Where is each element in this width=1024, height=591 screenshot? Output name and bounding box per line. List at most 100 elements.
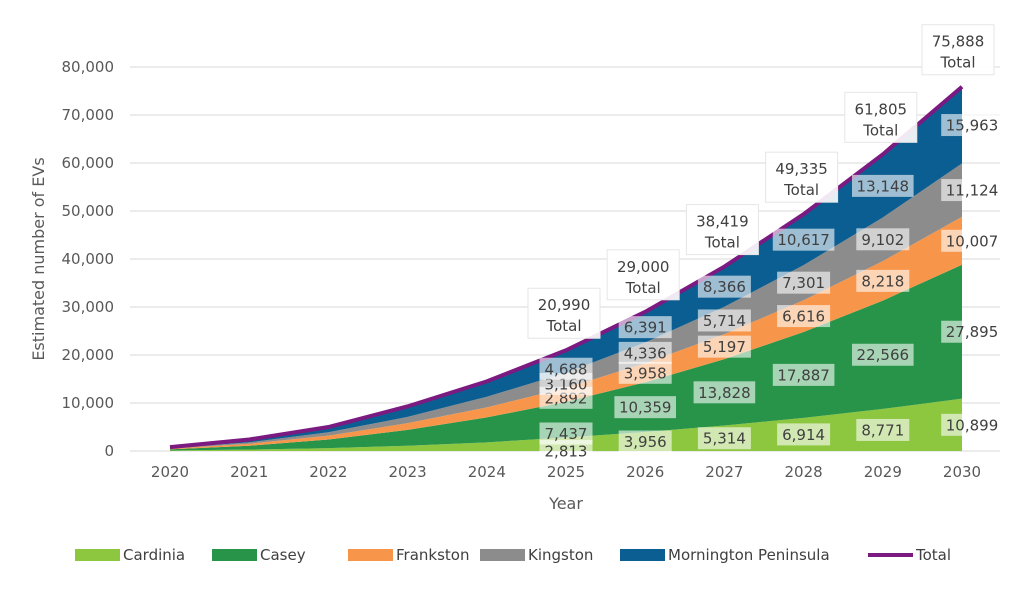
total-label-box — [606, 249, 680, 301]
data-label-box — [856, 228, 910, 251]
y-tick-label: 0 — [104, 442, 114, 460]
data-label-box — [772, 363, 835, 386]
total-label-box — [921, 24, 995, 76]
y-axis-title: Estimated number of EVs — [29, 157, 48, 360]
data-label-box — [856, 418, 910, 441]
x-tick-label: 2025 — [547, 463, 585, 481]
y-tick-label: 20,000 — [62, 346, 115, 364]
data-label: 10,617 — [777, 231, 830, 249]
data-label-box — [539, 357, 593, 380]
x-tick-label: 2022 — [309, 463, 347, 481]
data-label: 5,314 — [703, 430, 746, 448]
legend-label: Mornington Peninsula — [668, 546, 830, 564]
data-label: 3,160 — [545, 375, 588, 393]
y-tick-label: 10,000 — [62, 394, 115, 412]
x-tick-label: 2027 — [705, 463, 743, 481]
data-label: 8,366 — [703, 278, 746, 296]
legend-swatch — [480, 549, 525, 561]
legend-label: Casey — [260, 546, 306, 564]
data-label: 22,566 — [857, 346, 910, 364]
data-label-box — [777, 305, 831, 328]
data-label-box — [618, 430, 672, 453]
total-label-value: 49,335 — [775, 160, 828, 178]
data-label: 8,218 — [861, 272, 904, 290]
x-axis-title: Year — [548, 494, 583, 513]
data-label: 13,828 — [698, 384, 751, 402]
data-label-box — [772, 228, 835, 251]
y-tick-label: 70,000 — [62, 106, 115, 124]
data-label: 7,437 — [545, 425, 588, 443]
data-label-box — [697, 427, 751, 450]
data-label: 3,956 — [624, 433, 667, 451]
legend-item-total: Total — [868, 546, 951, 564]
data-label: 8,771 — [861, 421, 904, 439]
data-label: 5,714 — [703, 312, 746, 330]
data-label: 6,914 — [782, 426, 825, 444]
data-label-box — [697, 275, 751, 298]
total-label-value: 75,888 — [932, 33, 985, 51]
data-label-box — [693, 381, 756, 404]
data-label: 15,963 — [946, 117, 999, 135]
legend-swatch — [212, 549, 257, 561]
area-cardinia — [170, 398, 962, 451]
data-label-box — [852, 174, 914, 197]
total-label-value: 61,805 — [855, 100, 908, 118]
y-tick-label: 40,000 — [62, 250, 115, 268]
y-tick-label: 60,000 — [62, 154, 115, 172]
y-tick-label: 30,000 — [62, 298, 115, 316]
legend-item-casey: Casey — [212, 546, 306, 564]
data-label-box — [614, 396, 676, 419]
legend-label: Cardinia — [123, 546, 185, 564]
data-label: 10,007 — [946, 232, 999, 250]
data-label: 27,895 — [946, 323, 999, 341]
y-tick-label: 50,000 — [62, 202, 115, 220]
data-label: 10,359 — [619, 399, 672, 417]
legend-swatch — [348, 549, 393, 561]
legend-label: Kingston — [528, 546, 593, 564]
data-label-box — [618, 361, 672, 384]
total-label-value: 29,000 — [617, 258, 670, 276]
x-tick-label: 2030 — [943, 463, 981, 481]
y-tick-label: 80,000 — [62, 58, 115, 76]
data-label-box — [941, 229, 1003, 252]
legend: Cardinia Casey Frankston Kingston Mornington… — [75, 546, 951, 564]
total-label-text: Total — [545, 317, 581, 335]
data-label-box — [941, 114, 1003, 137]
legend-label: Total — [915, 546, 951, 564]
total-label-text: Total — [783, 181, 819, 199]
data-label-box — [618, 316, 672, 339]
data-label-box — [941, 320, 1003, 343]
data-label: 4,336 — [624, 344, 667, 362]
data-label: 5,197 — [703, 338, 746, 356]
data-label: 17,887 — [777, 366, 830, 384]
total-label-box — [527, 287, 601, 339]
total-label-box — [685, 204, 759, 256]
data-label: 7,301 — [782, 274, 825, 292]
data-label-box — [539, 440, 593, 462]
legend-item-frankston: Frankston — [348, 546, 469, 564]
data-label-box — [941, 179, 1003, 202]
total-label-text: Total — [704, 234, 740, 252]
data-label-box — [539, 422, 593, 445]
data-label: 9,102 — [861, 231, 904, 249]
legend-item-mornington-peninsula: Mornington Peninsula — [620, 546, 830, 564]
data-label: 2,813 — [545, 443, 588, 461]
data-label: 6,616 — [782, 308, 825, 326]
total-label-box — [765, 151, 839, 203]
data-label-box — [697, 335, 751, 358]
data-label: 11,124 — [946, 182, 999, 200]
data-label-box — [697, 309, 751, 332]
total-label-text: Total — [939, 54, 975, 72]
x-tick-label: 2029 — [864, 463, 902, 481]
total-label-box — [844, 91, 918, 143]
data-label: 4,688 — [545, 360, 588, 378]
legend-item-cardinia: Cardinia — [75, 546, 185, 564]
data-label-box — [777, 423, 831, 446]
data-label-box — [856, 269, 910, 292]
legend-label: Frankston — [396, 546, 469, 564]
legend-item-kingston: Kingston — [480, 546, 593, 564]
data-label: 13,148 — [857, 177, 910, 195]
data-label-box — [941, 413, 1003, 436]
total-label-value: 20,990 — [538, 296, 591, 314]
